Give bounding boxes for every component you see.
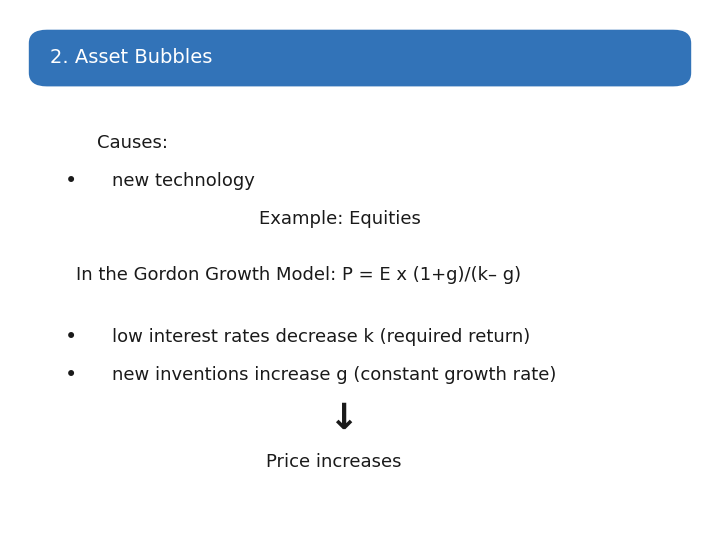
FancyBboxPatch shape (29, 30, 691, 86)
Text: new inventions increase g (constant growth rate): new inventions increase g (constant grow… (112, 366, 556, 384)
Text: •: • (65, 365, 77, 386)
Text: 2. Asset Bubbles: 2. Asset Bubbles (50, 48, 213, 68)
Text: new technology: new technology (112, 172, 254, 190)
Text: In the Gordon Growth Model: P = E x (1+g)/(k– g): In the Gordon Growth Model: P = E x (1+g… (76, 266, 521, 285)
Text: ↓: ↓ (328, 402, 358, 435)
Text: •: • (65, 327, 77, 348)
Text: •: • (65, 171, 77, 191)
Text: Price increases: Price increases (266, 453, 402, 471)
Text: low interest rates decrease k (required return): low interest rates decrease k (required … (112, 328, 530, 347)
Text: Causes:: Causes: (97, 134, 168, 152)
Text: Example: Equities: Example: Equities (259, 210, 421, 228)
